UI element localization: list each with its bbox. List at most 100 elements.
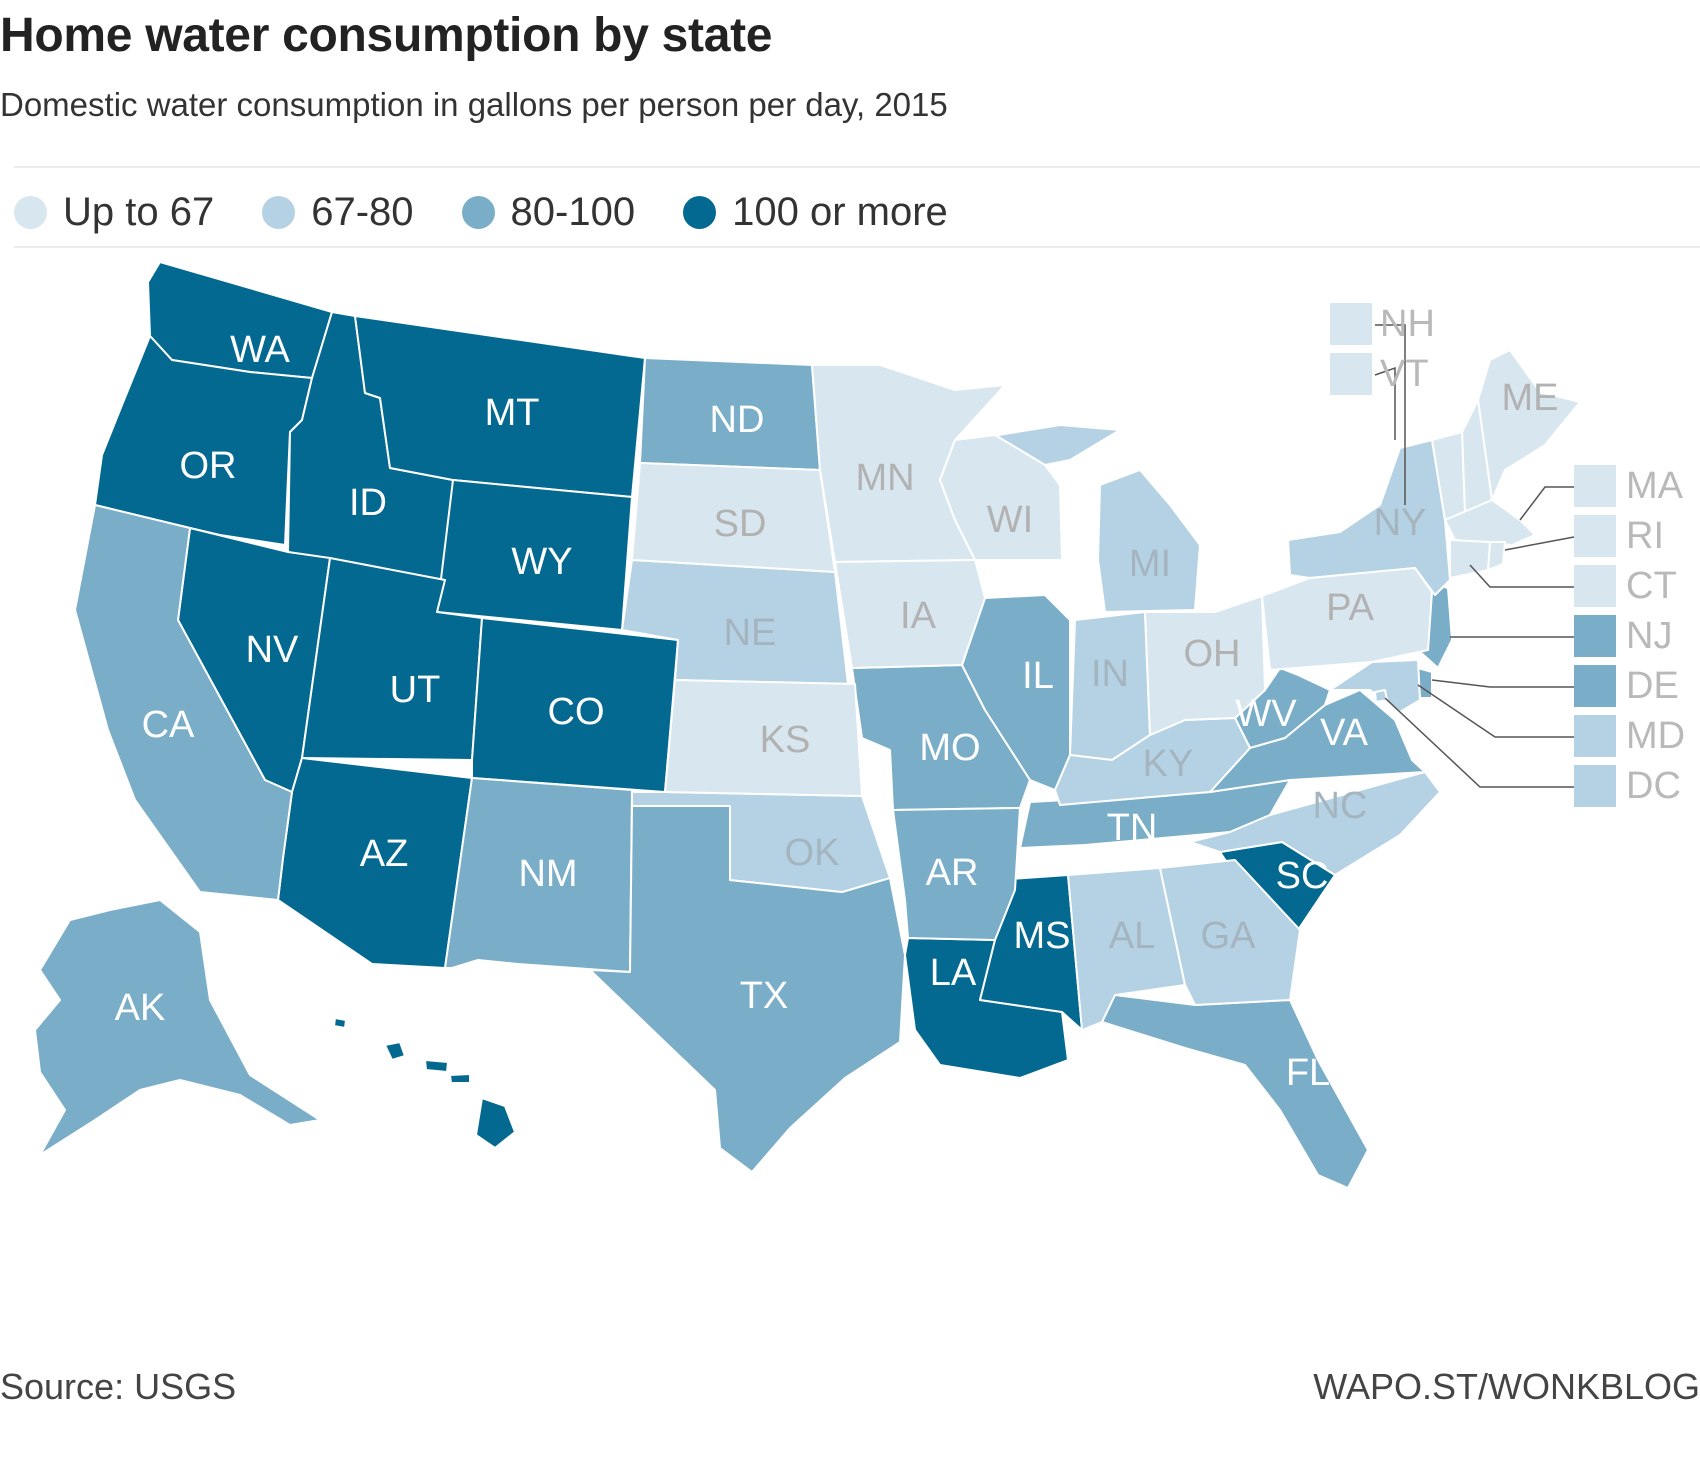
legend-item-up-to-67: Up to 67 (14, 190, 214, 235)
callout-label-de: DE (1626, 665, 1679, 707)
state-label-nd: ND (710, 399, 765, 441)
callout-leader-dc (1384, 697, 1574, 788)
state-ak (34, 899, 321, 1156)
state-label-va: VA (1320, 712, 1369, 754)
legend-item-80-100: 80-100 (461, 189, 636, 235)
state-oh (1144, 595, 1266, 736)
state-label-hi: HI (393, 1075, 431, 1117)
state-label-sc: SC (1276, 855, 1329, 897)
state-pa (1261, 567, 1433, 671)
state-label-ga: GA (1201, 915, 1257, 957)
state-label-me: ME (1502, 377, 1559, 419)
legend-label: 67-80 (311, 189, 414, 234)
state-label-sd: SD (714, 503, 767, 545)
state-label-id: ID (349, 482, 387, 524)
callout-swatch-de (1574, 665, 1616, 707)
state-label-ca: CA (142, 704, 195, 746)
callout-label-ri: RI (1626, 515, 1664, 557)
states-layer (34, 261, 1581, 1189)
source-note: Source: USGS (0, 1366, 237, 1407)
state-sd (631, 462, 836, 573)
state-label-la: LA (930, 952, 977, 994)
callout-label-ct: CT (1626, 565, 1677, 607)
callout-swatch-ct (1574, 565, 1616, 607)
state-label-nv: NV (246, 629, 299, 671)
map-subtitle: Domestic water consumption in gallons pe… (0, 86, 948, 123)
state-label-wi: WI (987, 499, 1033, 541)
map-title: Home water consumption by state (0, 9, 773, 62)
state-label-ar: AR (926, 852, 979, 894)
state-label-nm: NM (518, 853, 577, 895)
callout-swatch-ri (1574, 515, 1616, 557)
state-ky (1054, 717, 1251, 806)
callout-label-md: MD (1626, 715, 1685, 757)
callout-label-nj: NJ (1626, 615, 1672, 657)
state-hi (333, 1017, 516, 1149)
callout-leader-nh (1375, 324, 1406, 505)
state-ia (834, 559, 986, 669)
state-label-tn: TN (1107, 807, 1158, 849)
state-me (1477, 349, 1581, 501)
state-labels-layer: WA OR ID MT WY NV UT CO AZ HI LA MS SC CA AK ND NM TX MO AR… (115, 329, 1559, 1117)
state-ga (1159, 859, 1301, 1006)
callout-label-nh: NH (1380, 303, 1435, 345)
state-label-ut: UT (390, 669, 441, 711)
legend-item-67-80: 67-80 (262, 189, 414, 235)
callout-label-ma: MA (1626, 465, 1684, 507)
state-label-ny: NY (1374, 502, 1427, 544)
callout-swatch-nj (1574, 615, 1616, 657)
state-label-mo: MO (919, 727, 980, 769)
callout-leader-vt (1374, 366, 1396, 440)
state-label-in: IN (1091, 653, 1129, 695)
state-fl (1101, 994, 1369, 1189)
state-label-mn: MN (855, 457, 914, 499)
legend-label: 100 or more (732, 189, 948, 234)
state-label-mt: MT (485, 392, 540, 434)
state-ct (1449, 539, 1491, 579)
state-label-wv: WV (1235, 693, 1297, 735)
callout-leader-ma (1519, 486, 1574, 521)
credit-link[interactable]: WAPO.ST/WONKBLOG (1313, 1366, 1700, 1407)
state-label-ks: KS (760, 719, 811, 761)
callout-swatch-nh (1330, 303, 1372, 345)
state-label-co: CO (548, 691, 605, 733)
state-label-pa: PA (1326, 587, 1375, 629)
callout-label-vt: VT (1380, 353, 1429, 395)
state-ca (74, 504, 293, 901)
state-mt (354, 315, 646, 498)
callout-leader-md (1417, 684, 1574, 738)
callout-swatch-ma (1574, 465, 1616, 507)
legend-swatch (262, 195, 296, 229)
state-label-or: OR (180, 445, 237, 487)
state-label-oh: OH (1184, 633, 1241, 675)
state-label-wa: WA (230, 329, 290, 371)
state-ar (892, 807, 1021, 941)
legend-bottom-rule (14, 246, 1700, 248)
state-ny (1287, 439, 1451, 596)
state-wi (939, 434, 1063, 561)
state-label-nc: NC (1313, 785, 1368, 827)
state-or (94, 335, 313, 546)
legend-label: 80-100 (510, 189, 636, 234)
state-label-mi: MI (1129, 543, 1171, 585)
state-label-il: IL (1022, 655, 1054, 697)
callout-swatch-vt (1330, 353, 1372, 395)
state-ks (664, 679, 863, 797)
state-label-ky: KY (1143, 743, 1194, 785)
state-label-ok: OK (785, 832, 840, 874)
legend-swatch (683, 195, 717, 229)
state-label-ne: NE (724, 612, 777, 654)
state-label-az: AZ (360, 833, 409, 875)
state-label-ak: AK (115, 987, 166, 1029)
callout-label-dc: DC (1626, 765, 1681, 807)
callout-leader-ct (1469, 564, 1574, 588)
callout-swatch-md (1574, 715, 1616, 757)
legend-swatch (14, 195, 47, 229)
legend-label: Up to 67 (63, 189, 215, 234)
state-nc (1189, 771, 1441, 876)
state-label-ms: MS (1014, 915, 1071, 957)
legend-swatch (461, 195, 495, 229)
state-va (1209, 689, 1426, 793)
state-label-al: AL (1109, 915, 1155, 957)
state-label-wy: WY (511, 541, 572, 583)
